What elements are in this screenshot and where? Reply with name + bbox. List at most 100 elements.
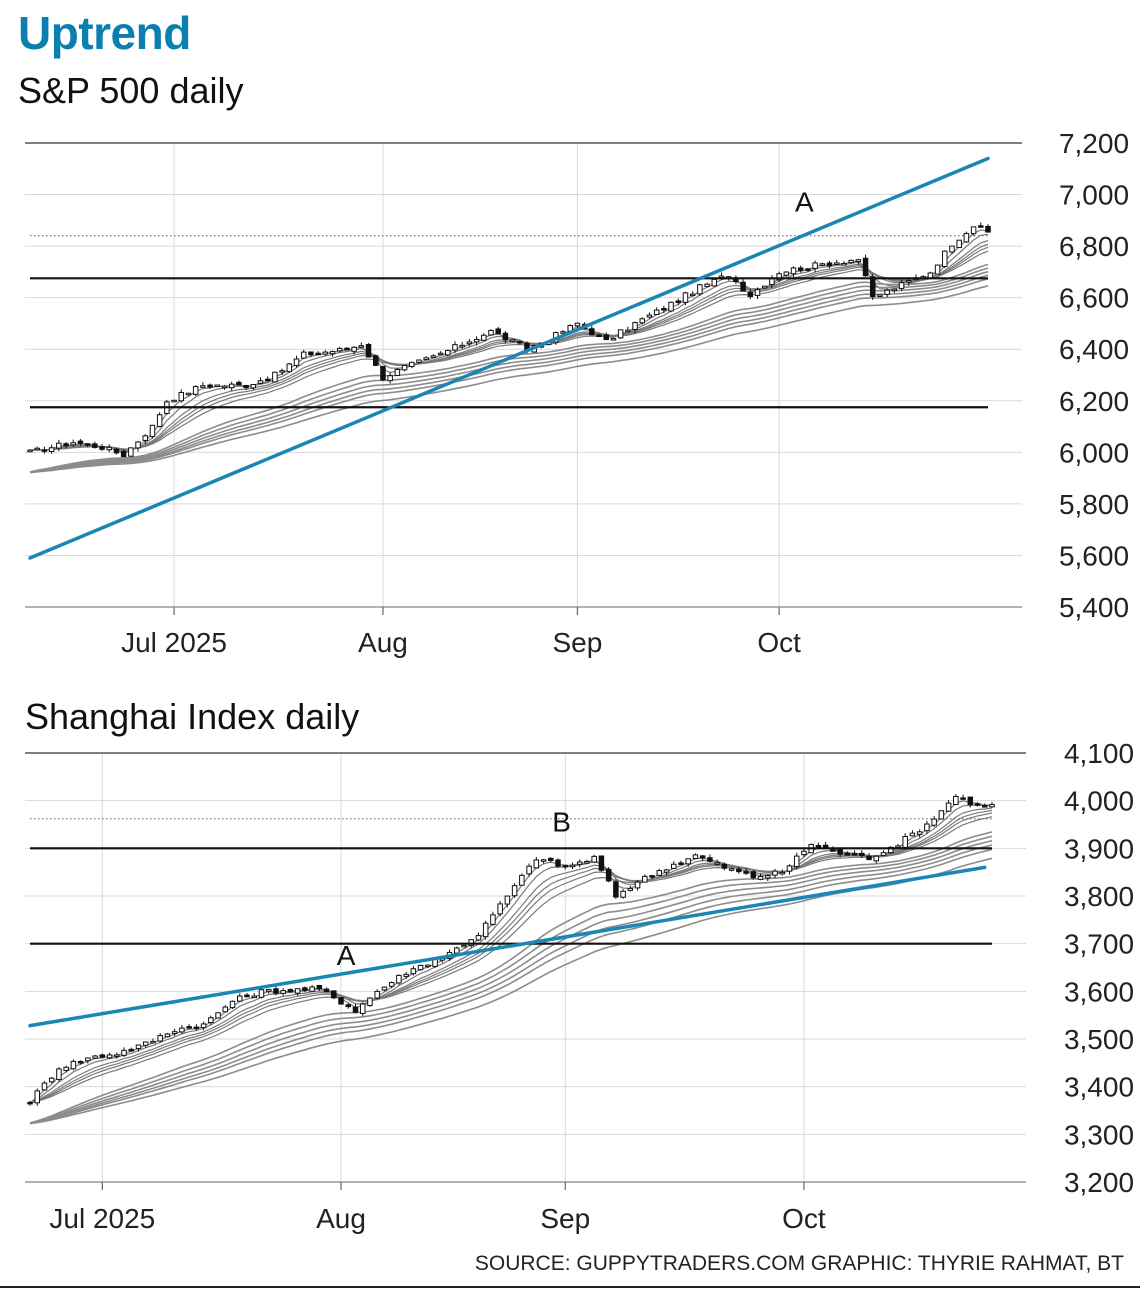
candlestick <box>584 859 590 864</box>
candle-body <box>982 804 988 808</box>
candle-body <box>653 309 660 316</box>
candle-body <box>642 875 648 883</box>
candlestick <box>221 384 228 390</box>
candle-body <box>329 351 336 355</box>
candlestick <box>646 312 653 319</box>
sp500-chart-title: S&P 500 daily <box>18 70 244 111</box>
candlestick <box>345 1003 352 1009</box>
candle-body <box>358 345 365 348</box>
moving-average-line <box>29 243 989 451</box>
candle-body <box>120 450 127 458</box>
candle-body <box>416 359 422 363</box>
candle-body <box>142 435 148 441</box>
candlestick <box>605 867 612 883</box>
candlestick <box>576 859 583 868</box>
candlestick <box>697 283 703 297</box>
candlestick <box>866 853 872 861</box>
candlestick <box>401 365 408 372</box>
candlestick <box>931 815 937 828</box>
candle-body <box>632 322 638 331</box>
candle-body <box>425 964 431 968</box>
candle-body <box>264 378 271 382</box>
headline: Uptrend <box>18 7 191 59</box>
candle-body <box>293 358 300 366</box>
y-tick-label: 4,000 <box>1064 786 1134 817</box>
candle-body <box>258 989 265 998</box>
candle-body <box>34 1090 40 1104</box>
candle-body <box>63 443 69 447</box>
candle-body <box>934 264 941 275</box>
candlestick <box>497 900 503 917</box>
candle-body <box>754 289 761 296</box>
candlestick <box>417 964 424 971</box>
candle-body <box>128 1048 135 1052</box>
candlestick <box>34 1088 40 1106</box>
candlestick <box>974 802 981 807</box>
moving-average-line <box>29 250 989 451</box>
candle-body <box>208 1017 214 1024</box>
moving-average-line <box>29 812 993 1104</box>
candle-body <box>156 414 163 427</box>
candle-body <box>437 352 444 356</box>
candlestick <box>308 351 314 358</box>
candlestick <box>214 384 221 388</box>
candle-body <box>367 997 373 1007</box>
candlestick <box>649 875 655 880</box>
candlestick <box>244 993 250 998</box>
candlestick <box>555 858 561 869</box>
y-tick-label: 4,100 <box>1064 738 1134 769</box>
candlestick <box>815 842 822 848</box>
candlestick <box>945 800 952 812</box>
candlestick <box>92 441 98 449</box>
candle-body <box>475 935 482 941</box>
candlestick <box>793 852 800 870</box>
candlestick <box>215 1012 221 1019</box>
candle-body <box>627 887 634 891</box>
candlestick <box>410 965 417 976</box>
candlestick <box>906 278 912 286</box>
candle-body <box>250 384 257 389</box>
candlestick <box>844 851 851 856</box>
candlestick <box>437 351 444 356</box>
candle-body <box>617 329 624 339</box>
candle-body <box>214 384 221 388</box>
candlestick <box>617 329 624 340</box>
candlestick <box>627 885 634 892</box>
candlestick <box>396 974 402 986</box>
candlestick <box>63 442 69 449</box>
candlestick <box>743 868 749 876</box>
candle-body <box>772 870 778 876</box>
candlestick <box>70 1059 77 1071</box>
candlestick <box>603 332 609 341</box>
candle-body <box>315 352 321 356</box>
candle-body <box>207 384 213 388</box>
annotation-label: B <box>552 807 571 838</box>
candlestick <box>880 850 887 856</box>
candle-body <box>331 990 337 999</box>
candlestick <box>540 858 547 864</box>
sp500-chart: 5,400 5,600 5,800 6,000 6,200 6,400 6,600 6,800… <box>25 128 1129 658</box>
candlestick <box>77 438 84 447</box>
candlestick <box>663 868 670 876</box>
x-tick-label: Jul 2025 <box>49 1203 155 1234</box>
candlestick <box>772 868 778 879</box>
y-tick-label: 6,800 <box>1059 231 1129 262</box>
candlestick <box>179 1025 185 1034</box>
candle-body <box>519 874 525 886</box>
candle-body <box>372 355 379 366</box>
candlestick <box>63 1065 69 1073</box>
candle-body <box>605 868 612 882</box>
candlestick <box>591 854 597 864</box>
candle-body <box>394 368 401 376</box>
candle-body <box>56 1068 62 1080</box>
candlestick <box>323 987 330 992</box>
candle-body <box>77 440 84 444</box>
candle-body <box>548 857 554 861</box>
moving-average-line <box>29 800 993 1104</box>
candlestick <box>482 920 489 940</box>
candle-body <box>873 855 880 862</box>
candle-body <box>569 864 576 868</box>
candlestick <box>85 1057 91 1064</box>
footer-divider <box>0 1286 1140 1288</box>
candlestick <box>596 333 602 338</box>
